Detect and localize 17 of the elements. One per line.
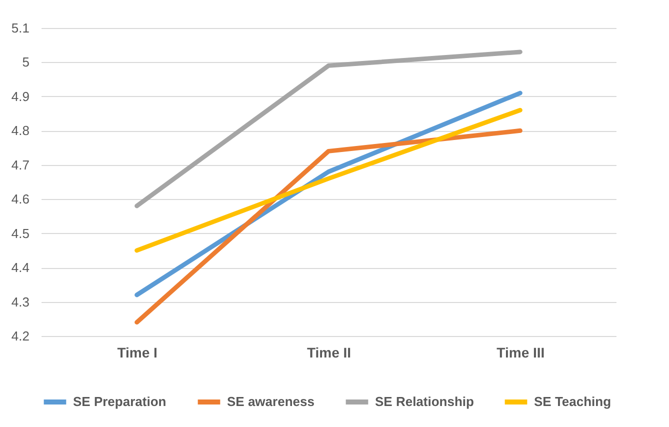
y-tick-label: 4.9 — [11, 88, 30, 104]
x-tick-label: Time I — [117, 344, 158, 360]
y-tick-label: 5 — [22, 54, 30, 70]
y-tick-label: 4.8 — [11, 123, 30, 138]
legend-label: SE Preparation — [73, 394, 166, 409]
y-tick-label: 4.2 — [11, 328, 30, 344]
y-tick-label: 4.5 — [11, 226, 30, 241]
y-tick-label: 5.1 — [11, 20, 30, 36]
y-tick-label: 4.6 — [11, 192, 30, 207]
x-tick-label: Time III — [496, 344, 545, 360]
x-tick-label: Time II — [306, 344, 352, 360]
y-tick-label: 4.7 — [11, 157, 30, 172]
legend-label: SE Teaching — [534, 394, 612, 409]
legend-label: SE awareness — [227, 394, 314, 409]
y-tick-label: 4.4 — [11, 260, 30, 276]
y-tick-label: 4.3 — [11, 294, 30, 310]
legend-label: SE Relationship — [375, 394, 474, 409]
